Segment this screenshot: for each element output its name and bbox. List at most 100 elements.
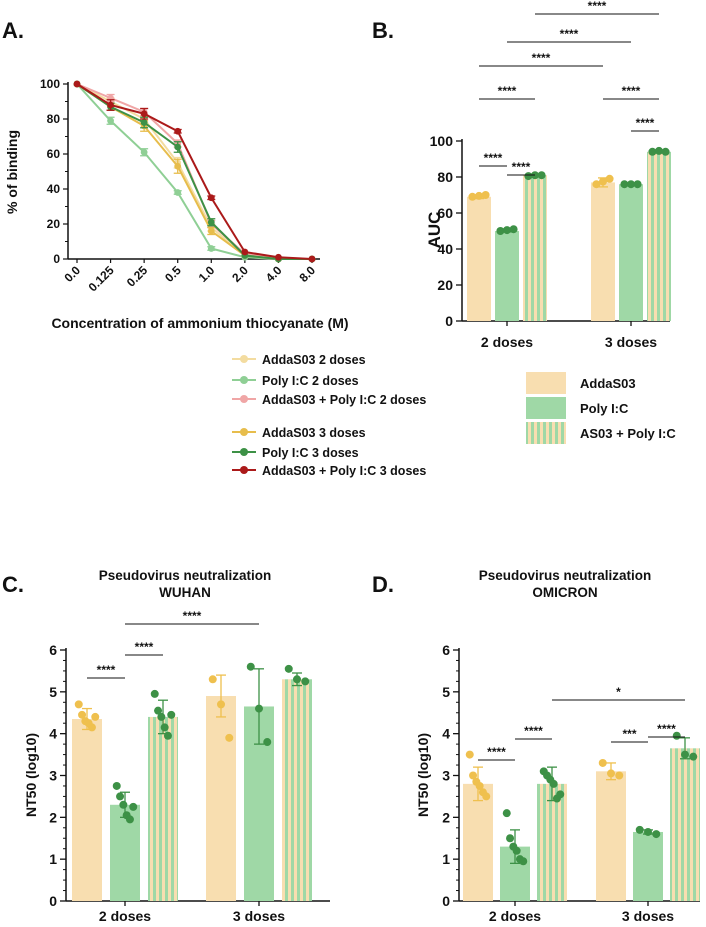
panel-b-category-label: 2 doses [481, 334, 533, 350]
panel-b-significance-label: **** [560, 27, 579, 41]
panel-c-letter: C. [2, 572, 24, 597]
panel-d-title-line1: Pseudovirus neutralization [479, 568, 652, 583]
panel-c-data-point [284, 664, 293, 673]
panel-c-data-point [157, 712, 166, 721]
panel-d-data-point [469, 771, 478, 780]
panel-b-significance-label: **** [532, 51, 551, 65]
panel-c-data-point [150, 689, 159, 698]
legend-item-combo-2-doses: AddaS03 + Poly I:C 2 doses [232, 393, 426, 407]
panel-b-category-label: 3 doses [605, 334, 657, 350]
panel-b-data-point [509, 225, 518, 234]
panel-b-bar [467, 196, 491, 321]
panel-c-data-point [225, 733, 234, 742]
panel-c-bar [110, 804, 140, 901]
panel-a-series-line [76, 83, 312, 260]
legend-label: Poly I:C 3 doses [262, 446, 359, 460]
panel-c-ytick-label: 3 [49, 768, 57, 784]
panel-c-data-point [78, 710, 87, 719]
panel-d-significance-label: **** [487, 745, 506, 759]
panel-c-category-label: 3 doses [233, 908, 285, 924]
panel-c-data-point [301, 677, 310, 686]
panel-c-data-point [160, 723, 169, 732]
panel-b-data-point [481, 191, 490, 199]
panel-c-bar [72, 719, 102, 901]
panel-a-legend: AddaS03 2 doses Poly I:C 2 doses AddaS03… [232, 353, 426, 478]
panel-b-data-point [655, 146, 663, 155]
panel-a-data-point [207, 245, 215, 252]
panel-b-data-point [496, 227, 505, 235]
panel-a-data-point [174, 127, 182, 135]
panel-d-data-point [681, 750, 689, 759]
panel-d-data-point [556, 790, 565, 799]
panel-d-bar [633, 831, 663, 901]
panel-b-data-point [627, 180, 635, 189]
panel-d-data-point [519, 857, 528, 866]
panel-d-bar [596, 771, 626, 901]
legend-item-polyic-3-doses: Poly I:C 3 doses [232, 446, 359, 460]
panel-a-ytick-label: 0 [53, 252, 60, 266]
panel-c-ytick-label: 5 [49, 684, 57, 700]
panel-d-data-point [644, 827, 652, 836]
panel-c-bar [148, 716, 178, 901]
panel-c-ytick-label: 0 [49, 893, 57, 909]
panel-c-data-point [208, 675, 217, 684]
panel-b-significance-label: **** [636, 116, 655, 130]
panel-d-category-label: 3 doses [622, 908, 674, 924]
panel-d-data-point [482, 792, 491, 801]
panel-a-ytick-label: 60 [47, 147, 61, 161]
panel-a-data-point [207, 194, 215, 202]
panel-c-data-point [246, 662, 255, 671]
panel-d-significance-label: *** [622, 727, 636, 741]
panel-d-bar [670, 748, 700, 901]
panel-a-data-point [140, 119, 148, 126]
panel-c-category-label: 2 doses [99, 908, 151, 924]
legend-item-addas03-2-doses: AddaS03 2 doses [232, 353, 366, 367]
panel-b-bar [495, 231, 519, 321]
panel-d-bar [463, 783, 493, 901]
panel-a-xtick-label: 8.0 [296, 263, 318, 285]
panel-b-significance-label: **** [622, 84, 641, 98]
panel-a-data-point [73, 80, 81, 88]
panel-d-category-label: 2 doses [489, 908, 541, 924]
legend-item-polyic: Poly I:C [526, 397, 629, 419]
panel-d-data-point [672, 731, 681, 740]
panel-d-ytick-label: 6 [442, 642, 450, 658]
panel-c-title-line1: Pseudovirus neutralization [99, 568, 272, 583]
panel-a-data-point [207, 227, 215, 235]
legend-label: AddaS03 3 doses [262, 426, 366, 440]
panel-b-data-point [620, 180, 629, 189]
panel-d-ytick-label: 2 [442, 809, 450, 825]
panel-d-data-point [652, 830, 661, 839]
panel-b-data-point [633, 180, 642, 189]
panel-d-ytick-label: 1 [442, 851, 450, 867]
panel-a-data-point [107, 117, 114, 125]
panel-d-data-point [598, 758, 607, 767]
panel-d-ytick-label: 0 [442, 893, 450, 909]
panel-a-series-line [76, 83, 313, 260]
panel-c-data-point [163, 731, 172, 740]
panel-d-ytick-label: 4 [442, 726, 450, 742]
panel-d-data-point [549, 779, 558, 788]
panel-a-xtick-label: 2.0 [229, 263, 251, 285]
panel-c-ylabel: NT50 (log10) [23, 733, 39, 817]
panel-b-legend: AddaS03 Poly I:C AS03 + Poly I:C [526, 372, 676, 444]
panel-b-data-point [468, 192, 477, 201]
legend-item-addas03: AddaS03 [526, 372, 636, 394]
panel-c-ytick-label: 1 [49, 851, 57, 867]
panel-a-xtick-label: 0.25 [124, 263, 151, 290]
panel-c-data-point [154, 706, 163, 715]
panel-a-ytick-label: 20 [47, 217, 61, 231]
panel-a-xtick-label: 0.0 [61, 263, 83, 285]
panel-b-ytick-label: 100 [430, 133, 454, 149]
panel-a-data-point [207, 218, 215, 226]
panel-d-bar [537, 783, 567, 901]
panel-b-data-point [524, 172, 533, 181]
panel-b-bar [619, 184, 643, 321]
panel-b-data-point [661, 147, 670, 156]
panel-a-letter: A. [2, 18, 24, 43]
panel-c-bar [206, 696, 236, 901]
panel-c-data-point [125, 815, 134, 824]
panel-b-data-point [605, 174, 614, 183]
panel-b-ytick-label: 60 [437, 205, 453, 221]
